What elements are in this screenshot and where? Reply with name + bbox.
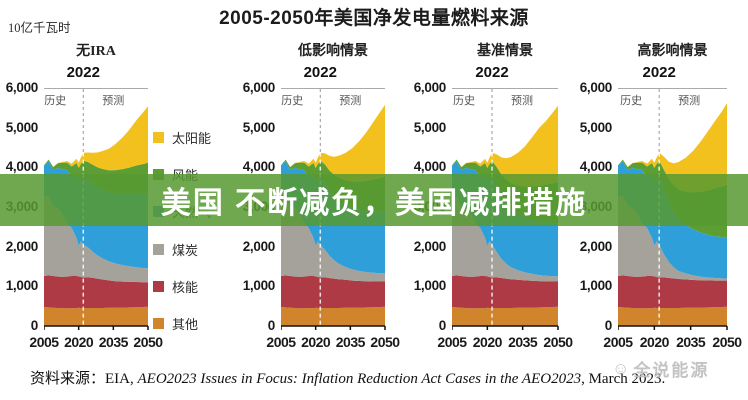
area-solar: [618, 103, 727, 193]
x-tick-no-ira-2035: 2035: [98, 334, 129, 350]
legend-label-other: 其他: [172, 317, 199, 333]
x-tick-low-impact-2050: 2050: [370, 334, 400, 350]
panel-header-high-impact: 高影响情景: [637, 44, 708, 59]
legend: 太阳能风能天然气煤炭核能其他: [153, 119, 211, 342]
watermark: ☺ 全说能源: [612, 356, 709, 381]
source-plain2: , March 2023.: [581, 371, 666, 387]
y-tick-no-ira-4000: 4,000: [5, 159, 39, 175]
legend-item-nuclear: 核能: [153, 268, 211, 305]
forecast-label-high-impact: 预测: [678, 95, 701, 107]
area-solar: [281, 104, 385, 182]
area-coal: [44, 196, 148, 283]
area-coal: [281, 196, 385, 282]
x-tick-low-impact-2035: 2035: [335, 334, 366, 350]
unit-label: 10亿千瓦时: [8, 21, 71, 35]
area-other: [618, 306, 727, 326]
y-tick-low-impact-5000: 5,000: [242, 119, 276, 135]
y-tick-reference-4000: 4,000: [413, 159, 447, 175]
x-tick-reference-2050: 2050: [543, 334, 573, 350]
watermark-logo-icon: ☺: [612, 359, 630, 378]
x-tick-low-impact-2020: 2020: [301, 334, 331, 350]
divider-year-label-reference: 2022: [475, 64, 509, 81]
x-tick-high-impact-2020: 2020: [639, 334, 670, 350]
area-other: [452, 306, 558, 326]
legend-label-solar: 太阳能: [172, 131, 212, 147]
area-nuclear: [618, 275, 727, 309]
x-tick-no-ira-2005: 2005: [29, 334, 59, 350]
divider-year-label-high-impact: 2022: [642, 64, 676, 81]
legend-item-coal: 煤炭: [153, 231, 211, 268]
panel-header-reference: 基准情景: [477, 44, 533, 59]
source-italic: AEO2023 Issues in Focus: Inflation Reduc…: [137, 371, 582, 387]
y-tick-no-ira-1000: 1,000: [5, 278, 39, 294]
divider-year-label-no-ira: 2022: [66, 64, 100, 81]
y-tick-no-ira-6000: 6,000: [5, 80, 39, 95]
overlay-banner-text: 美国 不断减负，美国减排措施: [160, 187, 588, 220]
x-tick-high-impact-2005: 2005: [603, 334, 633, 350]
other-swatch-icon: [153, 318, 164, 330]
y-tick-reference-0: 0: [438, 318, 447, 333]
forecast-label-reference: 预测: [511, 95, 534, 107]
legend-item-solar: 太阳能: [153, 119, 211, 156]
legend-item-other: 其他: [153, 305, 211, 342]
x-tick-high-impact-2035: 2035: [676, 334, 706, 350]
y-tick-reference-5000: 5,000: [413, 119, 447, 135]
y-tick-low-impact-4000: 4,000: [242, 159, 276, 175]
y-tick-reference-2000: 2,000: [413, 238, 447, 254]
area-nuclear: [44, 275, 148, 309]
y-tick-high-impact-0: 0: [604, 318, 613, 333]
history-label-reference: 历史: [453, 95, 476, 107]
overlay-banner: 美国 不断减负，美国减排措施: [0, 174, 748, 226]
y-tick-no-ira-2000: 2,000: [5, 238, 39, 254]
source-line: 资料来源：EIA, AEO2023 Issues in Focus: Infla…: [30, 367, 665, 388]
x-tick-no-ira-2020: 2020: [64, 334, 94, 350]
panel-header-low-impact: 低影响情景: [298, 44, 368, 59]
solar-swatch-icon: [153, 132, 164, 144]
y-tick-reference-6000: 6,000: [413, 80, 447, 95]
history-label-low-impact: 历史: [281, 95, 304, 107]
x-tick-high-impact-2050: 2050: [712, 334, 742, 350]
panel-header-no-ira: 无IRA: [76, 44, 116, 59]
page-title: 2005-2050年美国净发电量燃料来源: [219, 8, 529, 29]
watermark-text: 全说能源: [633, 361, 710, 380]
y-tick-no-ira-0: 0: [30, 318, 39, 333]
area-other: [281, 306, 385, 326]
y-tick-high-impact-2000: 2,000: [579, 238, 613, 254]
y-tick-no-ira-5000: 5,000: [5, 119, 39, 135]
area-solar: [44, 106, 148, 171]
source-prefix: 资料来源：: [30, 371, 106, 387]
y-tick-reference-1000: 1,000: [413, 278, 447, 294]
x-tick-reference-2005: 2005: [437, 334, 467, 350]
x-tick-reference-2035: 2035: [508, 334, 538, 350]
area-nuclear: [281, 275, 385, 309]
y-tick-low-impact-1000: 1,000: [242, 278, 276, 294]
area-solar: [452, 105, 558, 187]
legend-label-coal: 煤炭: [172, 242, 199, 258]
x-tick-reference-2020: 2020: [472, 334, 503, 350]
legend-label-nuclear: 核能: [172, 279, 199, 295]
area-coal: [452, 196, 558, 282]
y-tick-high-impact-4000: 4,000: [579, 159, 613, 175]
y-tick-high-impact-1000: 1,000: [579, 278, 613, 294]
area-nuclear: [452, 275, 558, 309]
x-tick-no-ira-2050: 2050: [133, 334, 163, 350]
y-tick-high-impact-6000: 6,000: [579, 80, 613, 95]
x-tick-low-impact-2005: 2005: [266, 334, 296, 350]
history-label-high-impact: 历史: [620, 95, 643, 107]
divider-year-label-low-impact: 2022: [303, 64, 337, 81]
y-tick-low-impact-6000: 6,000: [242, 80, 276, 95]
forecast-label-low-impact: 预测: [339, 95, 362, 107]
source-plain1: EIA,: [105, 371, 138, 387]
area-coal: [618, 196, 727, 281]
nuclear-swatch-icon: [153, 280, 164, 292]
y-tick-low-impact-2000: 2,000: [242, 238, 276, 254]
history-label-no-ira: 历史: [44, 95, 67, 107]
coal-swatch-icon: [153, 243, 164, 255]
area-other: [44, 306, 148, 326]
y-tick-high-impact-5000: 5,000: [579, 119, 613, 135]
forecast-label-no-ira: 预测: [102, 95, 125, 107]
y-tick-low-impact-0: 0: [267, 318, 276, 333]
